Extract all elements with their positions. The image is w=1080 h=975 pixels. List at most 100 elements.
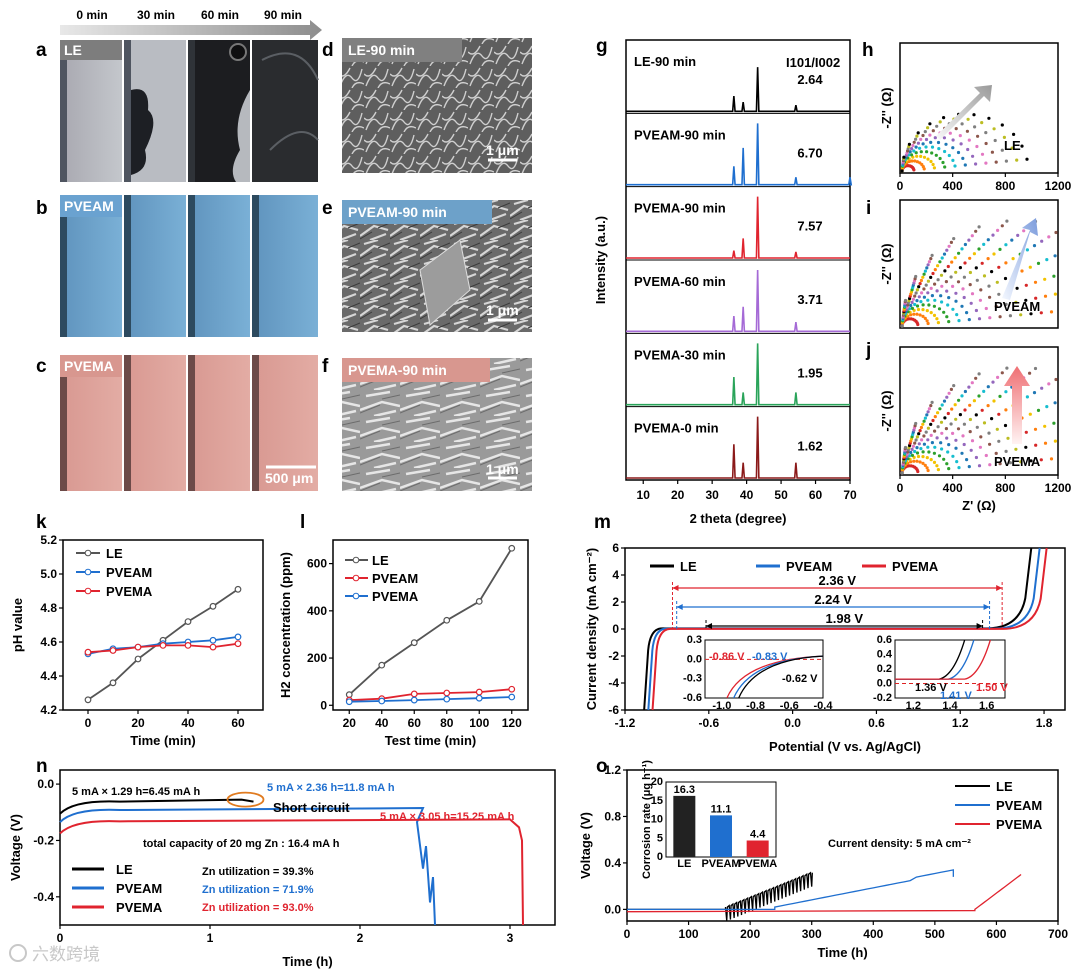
o-ytick-label: 0.0 <box>604 902 621 916</box>
j-impedance-point <box>984 453 988 458</box>
i-impedance-point <box>910 300 914 304</box>
h-impedance-point <box>902 155 906 159</box>
k-data-point <box>234 640 242 648</box>
h-impedance-point <box>974 162 978 166</box>
i-impedance-point <box>936 278 940 282</box>
i-impedance-point <box>932 313 937 317</box>
h-impedance-point <box>943 149 947 154</box>
i-impedance-point <box>960 247 964 251</box>
panel-d-sem-LE: LE-90 min 1 μm <box>342 38 532 173</box>
m-inset-right-label: 1.41 V <box>940 690 972 702</box>
j-impedance-point <box>1028 371 1032 375</box>
o-xtick-label: 500 <box>925 927 945 941</box>
j-impedance-point <box>978 445 983 449</box>
j-impedance-point <box>910 453 915 457</box>
m-inset-right-ytick-label: 0.6 <box>877 634 892 646</box>
m-window-arrowhead <box>983 604 990 610</box>
h-impedance-point <box>943 165 947 169</box>
h-impedance-point <box>911 143 915 148</box>
i-impedance-point <box>932 304 937 308</box>
j-impedance-point <box>968 417 973 422</box>
h-impedance-point <box>1010 146 1014 150</box>
j-impedance-point <box>909 460 913 464</box>
chart-m-lsv: -1.2 -0.6 0.0 0.6 1.2 1.8 -6 -4 -2 0 2 4 6 Potential … <box>584 541 1066 754</box>
j-impedance-point <box>979 435 983 439</box>
j-impedance-point <box>1039 458 1043 462</box>
j-impedance-point <box>914 421 918 426</box>
i-annotation: PVEAM <box>994 299 1040 314</box>
h-impedance-point <box>993 138 997 143</box>
j-impedance-point <box>962 442 966 447</box>
j-impedance-point <box>919 425 924 430</box>
o-inset-bar-label: 4.4 <box>750 829 766 841</box>
j-impedance-point <box>1000 371 1004 375</box>
i-impedance-point <box>987 284 991 288</box>
l-data-point <box>475 688 483 696</box>
i-impedance-point <box>942 252 947 256</box>
j-impedance-point <box>911 444 916 448</box>
o-annotation: Current density: 5 mA cm⁻² <box>828 838 971 850</box>
i-impedance-point <box>1004 243 1008 247</box>
j-impedance-point <box>929 458 933 462</box>
l-xtick-label: 100 <box>469 716 489 730</box>
i-impedance-point <box>988 316 992 320</box>
m-inset-left-ytick-label: 0.3 <box>687 634 702 646</box>
k-xtick-label: 40 <box>181 716 195 730</box>
l-xlabel: Test time (min) <box>385 733 477 748</box>
i-impedance-point <box>925 319 929 323</box>
h-impedance-point <box>933 136 937 140</box>
i-impedance-point <box>903 298 908 303</box>
i-impedance-point <box>1024 283 1028 287</box>
j-impedance-point <box>961 434 965 438</box>
m-inset-left-ytick-label: -0.6 <box>683 692 702 704</box>
h-impedance-point <box>912 140 916 144</box>
j-impedance-point <box>929 422 933 426</box>
m-inset-right-xtick-label: 1.4 <box>942 700 958 712</box>
k-legend-label: PVEMA <box>106 584 153 599</box>
i-impedance-point <box>1003 276 1008 281</box>
m-window-label: 2.24 V <box>814 592 852 607</box>
o-cycle-curve <box>627 874 1022 913</box>
j-impedance-point <box>915 459 919 463</box>
h-impedance-point <box>926 126 930 130</box>
chart-k-ph: 0 20 40 60 4.2 4.4 4.6 4.8 5.0 5.2 Time (min) pH va… <box>10 533 264 748</box>
j-impedance-point <box>939 420 944 424</box>
h-impedance-point <box>975 144 979 149</box>
j-impedance-point <box>988 463 992 467</box>
time-label-0: 0 min <box>76 8 107 22</box>
h-impedance-point <box>921 142 925 146</box>
j-impedance-point <box>937 454 942 458</box>
g-series-label: PVEMA-0 min <box>634 421 719 436</box>
i-impedance-point <box>949 240 954 244</box>
i-impedance-point <box>914 291 918 295</box>
i-impedance-point <box>1025 248 1029 252</box>
label-PVEAM: PVEAM <box>64 198 114 214</box>
j-impedance-point <box>946 411 950 416</box>
i-impedance-point <box>1054 230 1058 235</box>
i-impedance-point <box>918 282 922 286</box>
i-impedance-point <box>991 233 995 237</box>
sem-label-PVEAM: PVEAM-90 min <box>348 204 447 220</box>
k-data-point <box>209 636 217 644</box>
i-impedance-point <box>919 300 923 304</box>
l-legend-marker <box>352 574 360 582</box>
g-xtick-label: 60 <box>809 488 823 502</box>
i-impedance-point <box>926 321 930 326</box>
i-impedance-point <box>996 228 1000 232</box>
i-impedance-point <box>1040 239 1044 243</box>
i-impedance-point <box>955 313 959 317</box>
i-impedance-point <box>954 270 958 274</box>
i-impedance-point <box>963 242 968 247</box>
k-data-point <box>134 643 142 651</box>
j-impedance-point <box>918 429 922 433</box>
l-ytick-label: 0 <box>320 698 327 712</box>
i-impedance-point <box>969 301 973 305</box>
h-impedance-point <box>916 141 921 145</box>
o-inset-bar <box>710 815 732 857</box>
i-impedance-point <box>984 306 988 311</box>
l-series-line <box>349 696 512 703</box>
j-impedance-point <box>996 375 1000 379</box>
i-impedance-point <box>933 268 937 272</box>
g-xrd-pattern <box>626 67 850 113</box>
m-inset-left-ytick-label: 0.0 <box>687 653 702 665</box>
